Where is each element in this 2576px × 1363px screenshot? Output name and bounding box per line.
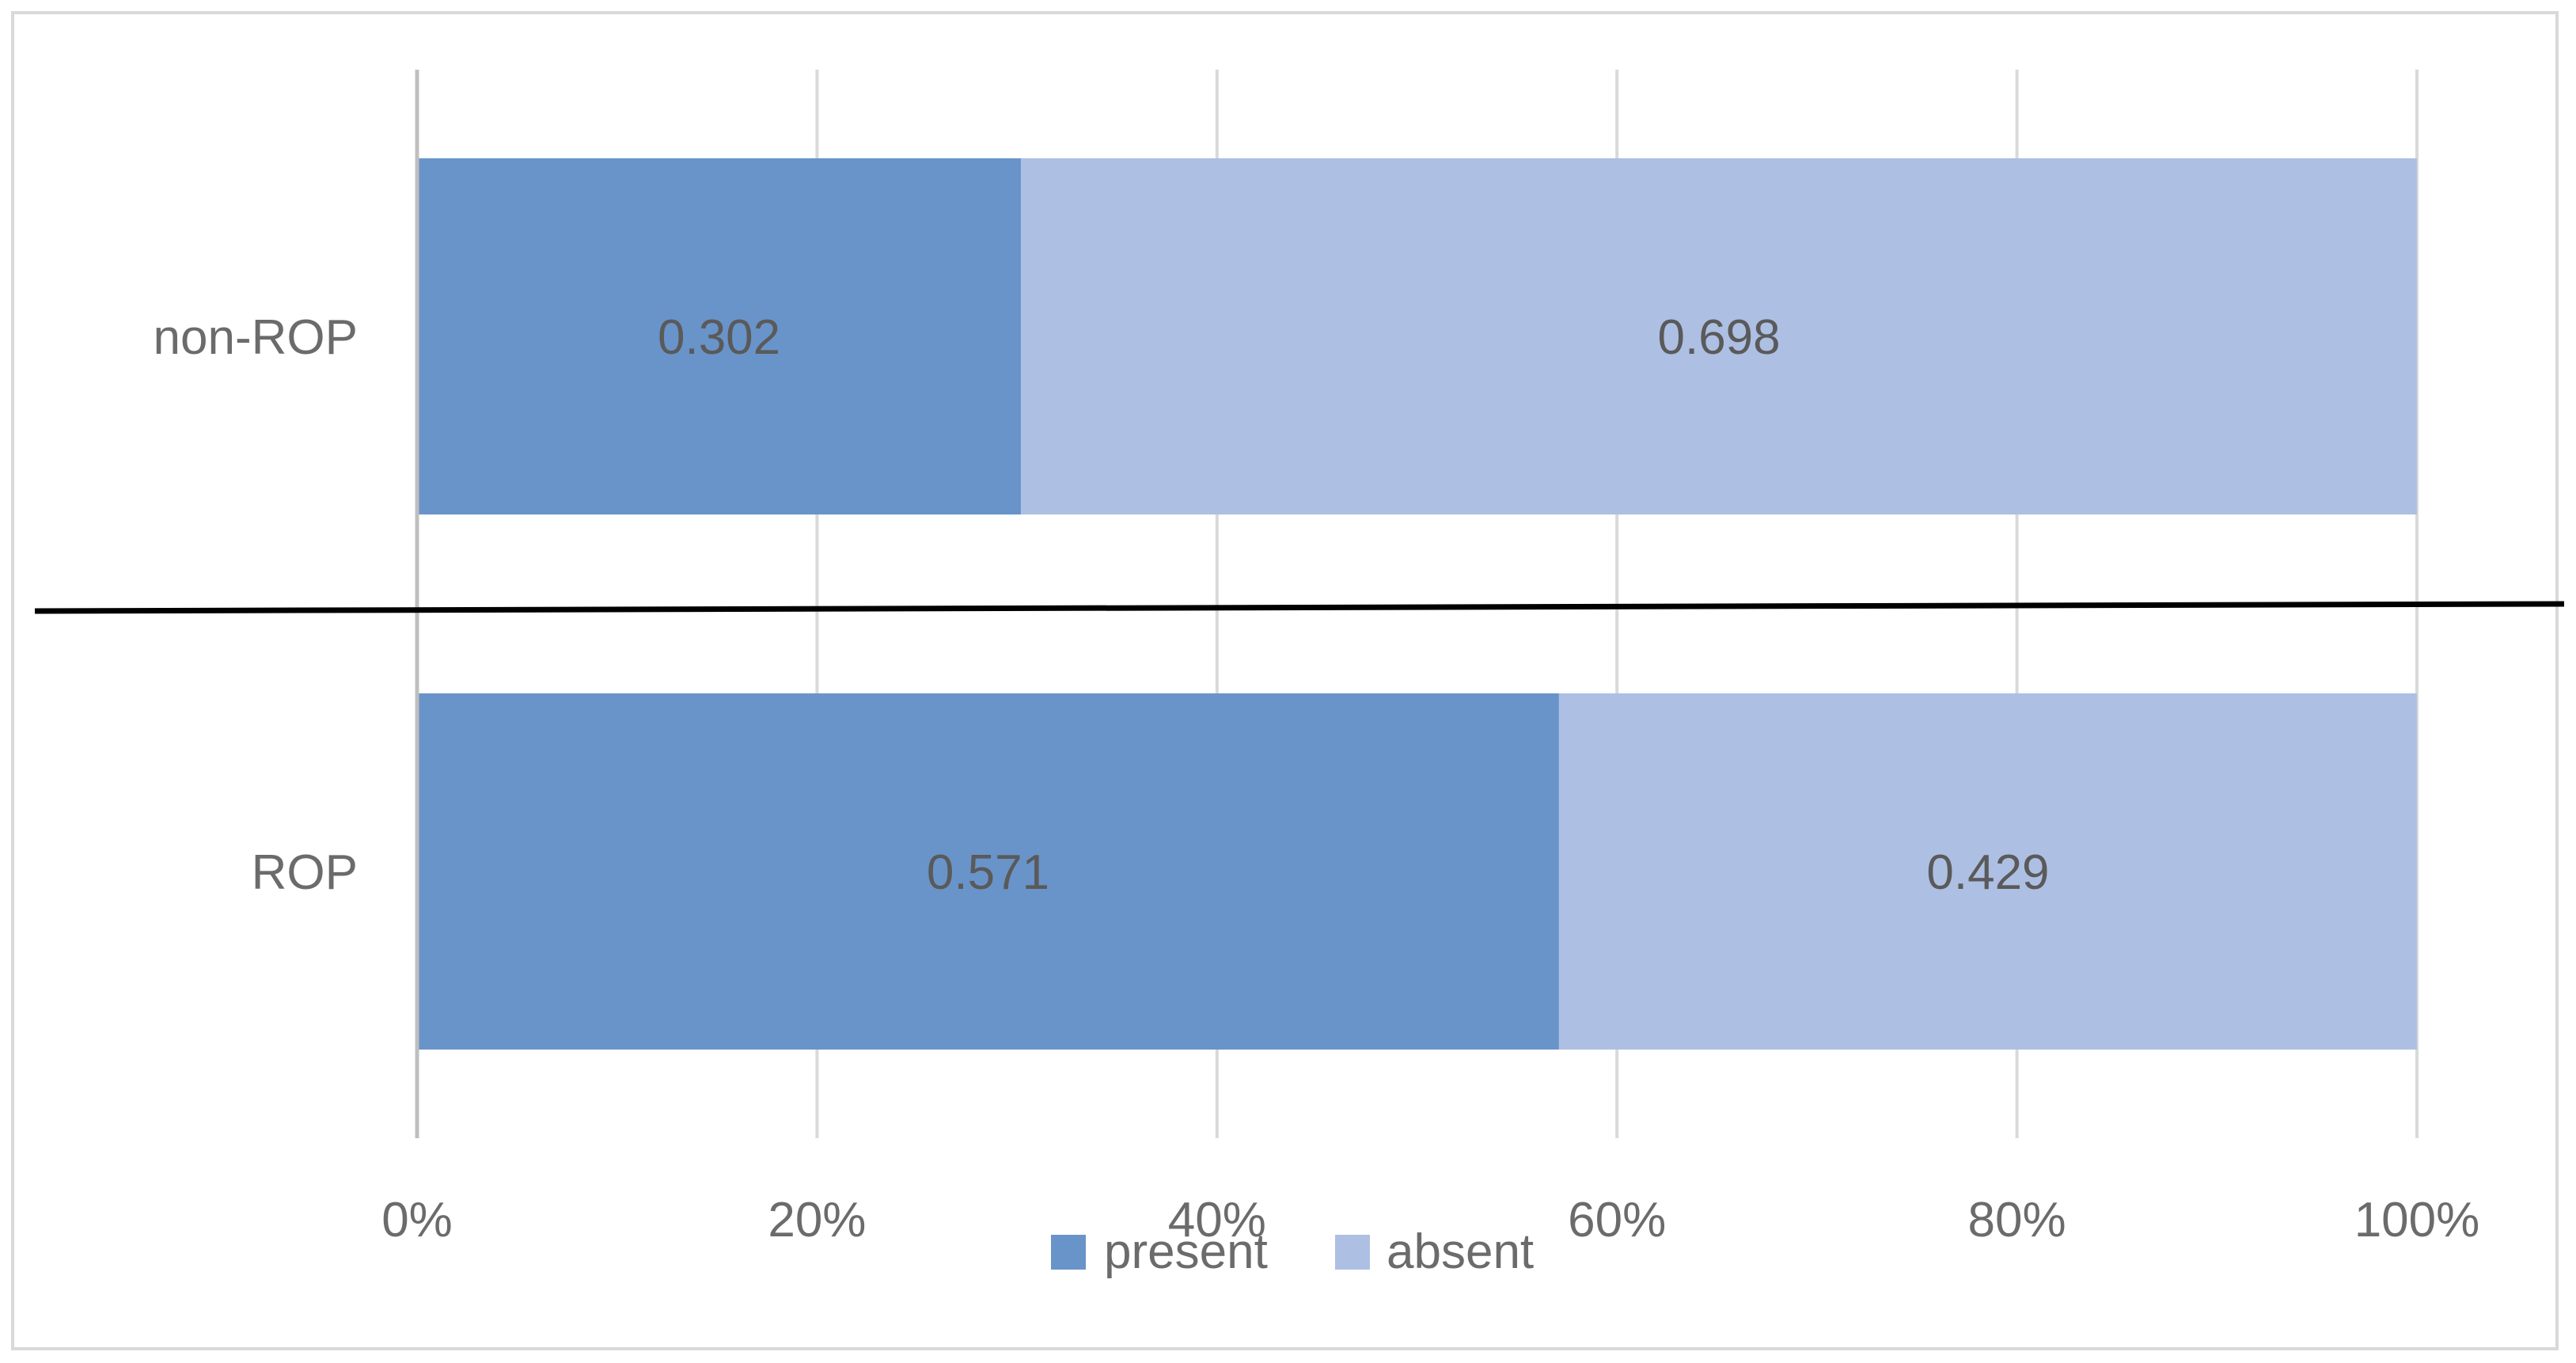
x-tick-label: 80% xyxy=(1968,1193,2066,1247)
bars xyxy=(417,158,2417,1050)
x-tick-label: 40% xyxy=(1168,1193,1266,1247)
legend-swatch-present xyxy=(1051,1235,1086,1270)
bar-non-rop-present xyxy=(417,158,1022,514)
labels: 0% 20% 40% 60% 80% 100% 0.302 0.698 non-ROP 0.571… xyxy=(154,310,2480,1247)
legend-label-absent: absent xyxy=(1387,1224,1534,1279)
legend-swatch-absent xyxy=(1335,1235,1370,1270)
x-tick-label: 0% xyxy=(381,1193,453,1247)
category-label-non-rop: non-ROP xyxy=(154,310,358,365)
data-label-non-rop-present: 0.302 xyxy=(658,310,780,365)
legend: present absent xyxy=(1051,1224,1534,1279)
data-label-rop-absent: 0.429 xyxy=(1926,845,2049,900)
x-tick-label: 20% xyxy=(768,1193,866,1247)
x-tick-label: 100% xyxy=(2354,1193,2480,1247)
category-label-rop: ROP xyxy=(252,845,358,900)
legend-label-present: present xyxy=(1104,1224,1268,1279)
data-label-non-rop-absent: 0.698 xyxy=(1657,310,1780,365)
bar-non-rop-absent xyxy=(1021,158,2417,514)
x-tick-label: 60% xyxy=(1568,1193,1666,1247)
data-label-rop-present: 0.571 xyxy=(927,845,1049,900)
bar-rop-present xyxy=(417,693,1559,1050)
axes xyxy=(34,70,2565,1138)
bar-rop-absent xyxy=(1558,693,2417,1050)
divider-line xyxy=(34,601,2565,614)
